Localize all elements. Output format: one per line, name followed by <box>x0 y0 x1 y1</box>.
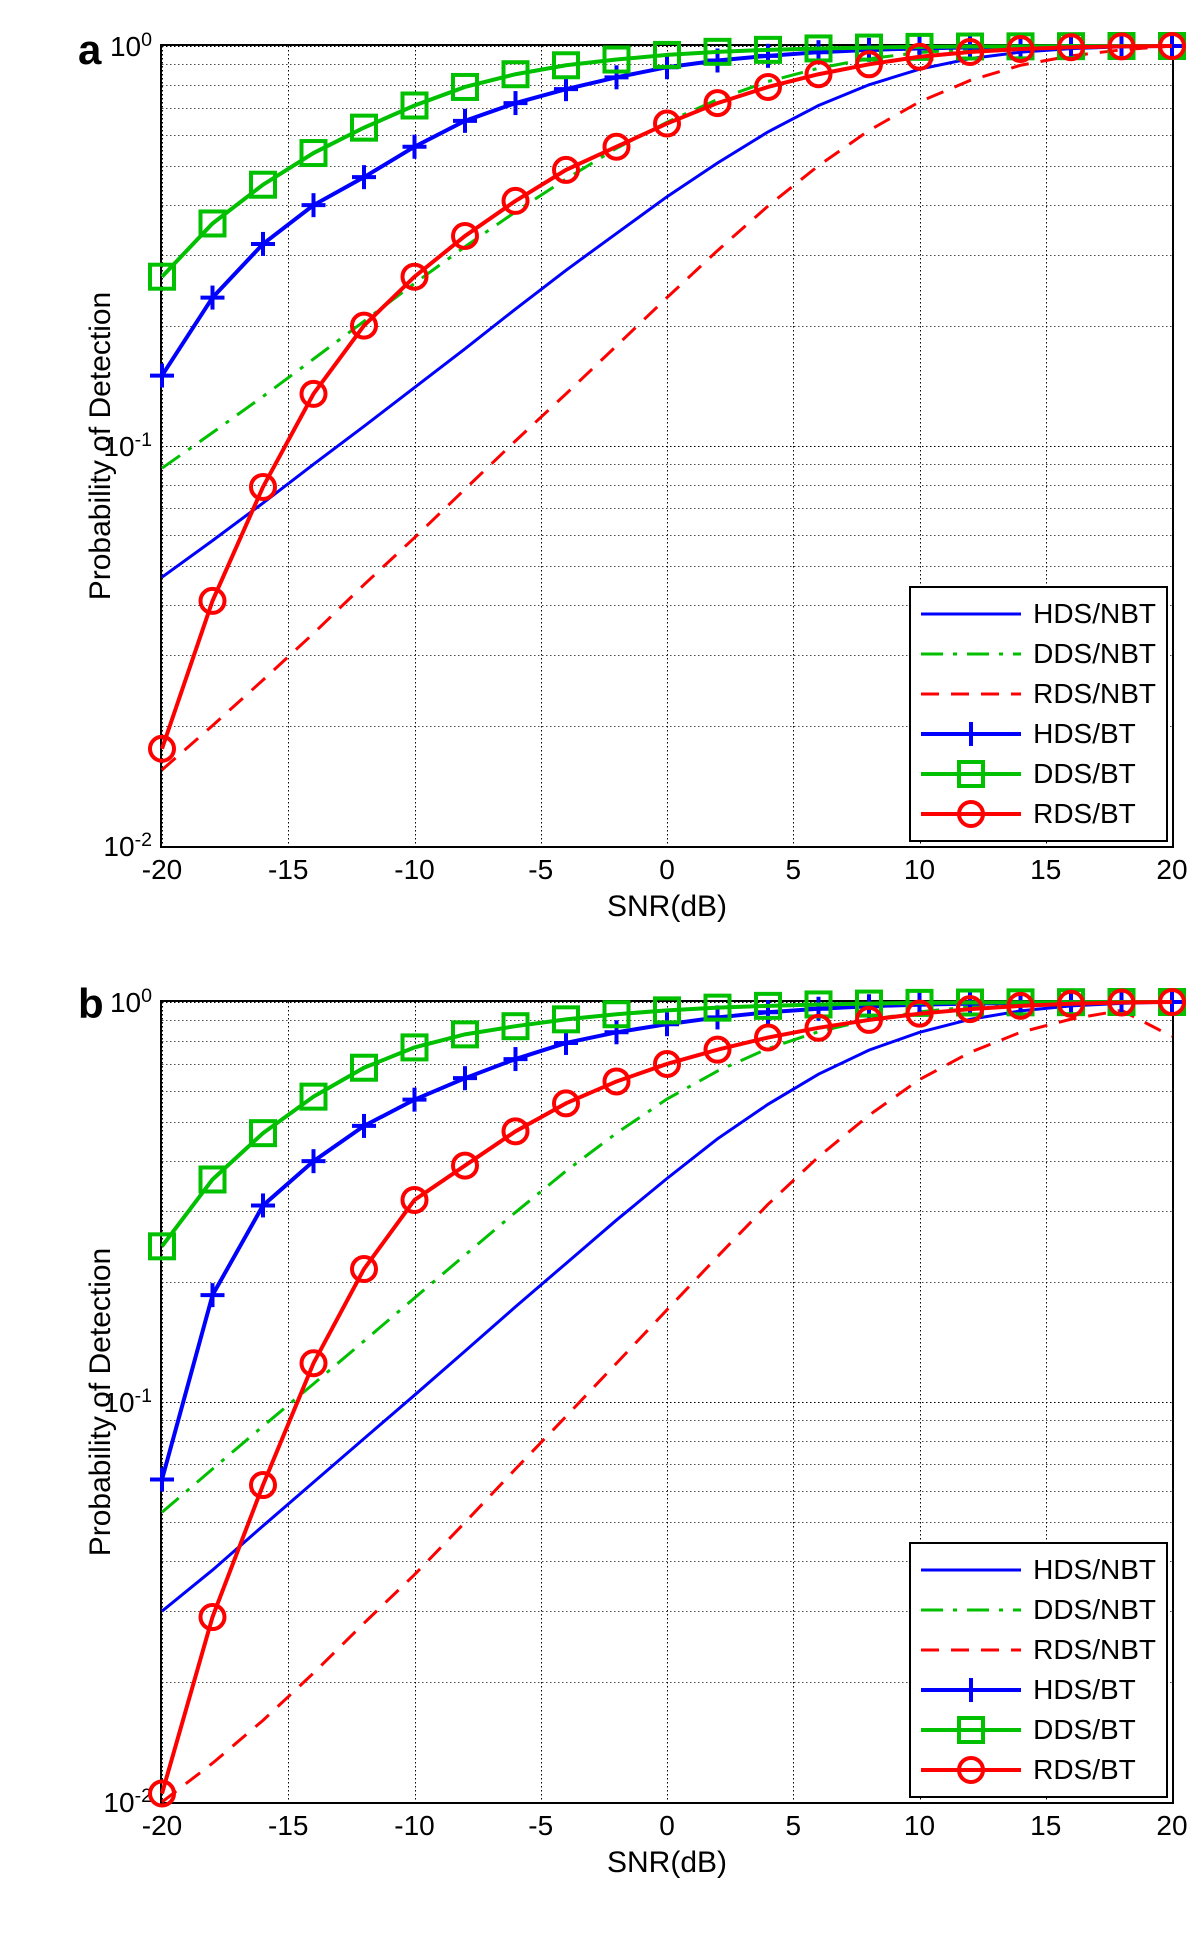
legend-item: DDS/BT <box>921 754 1156 794</box>
legend-item: DDS/BT <box>921 1710 1156 1750</box>
xtick-label: 5 <box>785 854 801 886</box>
legend-item: RDS/BT <box>921 1750 1156 1790</box>
legend-item: DDS/NBT <box>921 1590 1156 1630</box>
xtick-label: -10 <box>394 854 434 886</box>
panel-label: b <box>78 980 104 1028</box>
legend-label: RDS/NBT <box>1033 1634 1156 1666</box>
legend-item: DDS/NBT <box>921 634 1156 674</box>
legend-swatch <box>921 1595 1021 1625</box>
xtick-label: -10 <box>394 1810 434 1842</box>
xlabel: SNR(dB) <box>607 890 727 924</box>
series-line <box>162 1002 1172 1480</box>
series-line <box>162 1002 1172 1611</box>
legend-item: HDS/BT <box>921 1670 1156 1710</box>
legend-item: RDS/BT <box>921 794 1156 834</box>
legend-label: HDS/NBT <box>1033 1554 1156 1586</box>
legend-label: DDS/BT <box>1033 1714 1136 1746</box>
legend-label: HDS/BT <box>1033 718 1136 750</box>
xtick-label: 20 <box>1156 1810 1187 1842</box>
ytick-label: 10-2 <box>103 1785 152 1819</box>
xtick-label: 0 <box>659 1810 675 1842</box>
xtick-label: 10 <box>904 854 935 886</box>
xtick-label: -15 <box>268 854 308 886</box>
series-line <box>162 1002 1172 1512</box>
series-line <box>162 1002 1172 1246</box>
xtick-label: 5 <box>785 1810 801 1842</box>
legend-swatch <box>921 719 1021 749</box>
legend-swatch <box>921 1715 1021 1745</box>
ylabel: Probability of Detection <box>84 1248 118 1557</box>
xtick-label: 20 <box>1156 854 1187 886</box>
legend-swatch <box>921 1755 1021 1785</box>
xtick-label: 0 <box>659 854 675 886</box>
ytick-label: 100 <box>110 985 152 1019</box>
legend-label: DDS/BT <box>1033 758 1136 790</box>
ytick-label: 100 <box>110 29 152 63</box>
figure: a -20-15-10-50510152010-210-1100SNR(dB)Pr… <box>0 0 1200 1955</box>
series-line <box>162 46 1172 277</box>
legend-swatch <box>921 1635 1021 1665</box>
legend-item: RDS/NBT <box>921 674 1156 714</box>
legend-label: HDS/BT <box>1033 1674 1136 1706</box>
plot-area-a: -20-15-10-50510152010-210-1100SNR(dB)Pro… <box>160 44 1174 848</box>
xtick-label: -5 <box>528 854 553 886</box>
legend-swatch <box>921 1675 1021 1705</box>
legend-label: RDS/BT <box>1033 1754 1136 1786</box>
legend-item: HDS/NBT <box>921 1550 1156 1590</box>
legend-label: DDS/NBT <box>1033 638 1156 670</box>
legend-swatch <box>921 599 1021 629</box>
legend-label: HDS/NBT <box>1033 598 1156 630</box>
xtick-label: -5 <box>528 1810 553 1842</box>
gridline <box>1172 1002 1173 1802</box>
ytick-label: 10-2 <box>103 829 152 863</box>
legend-swatch <box>921 679 1021 709</box>
legend-item: HDS/NBT <box>921 594 1156 634</box>
legend: HDS/NBT DDS/NBT RDS/NBT HDS/BT DDS/BT RDS/BT <box>909 586 1168 842</box>
legend-swatch <box>921 639 1021 669</box>
legend-label: RDS/BT <box>1033 798 1136 830</box>
xtick-label: 10 <box>904 1810 935 1842</box>
legend-swatch <box>921 1555 1021 1585</box>
legend-item: RDS/NBT <box>921 1630 1156 1670</box>
panel-label: a <box>78 26 101 74</box>
xtick-label: -15 <box>268 1810 308 1842</box>
ylabel: Probability of Detection <box>84 292 118 601</box>
gridline <box>162 1802 1172 1803</box>
gridline <box>1172 46 1173 846</box>
legend-label: RDS/NBT <box>1033 678 1156 710</box>
legend-label: DDS/NBT <box>1033 1594 1156 1626</box>
xtick-label: 15 <box>1030 854 1061 886</box>
xlabel: SNR(dB) <box>607 1846 727 1880</box>
plot-area-b: -20-15-10-50510152010-210-1100SNR(dB)Pro… <box>160 1000 1174 1804</box>
legend-swatch <box>921 759 1021 789</box>
gridline <box>162 846 1172 847</box>
legend: HDS/NBT DDS/NBT RDS/NBT HDS/BT DDS/BT RDS/BT <box>909 1542 1168 1798</box>
xtick-label: 15 <box>1030 1810 1061 1842</box>
legend-swatch <box>921 799 1021 829</box>
legend-item: HDS/BT <box>921 714 1156 754</box>
